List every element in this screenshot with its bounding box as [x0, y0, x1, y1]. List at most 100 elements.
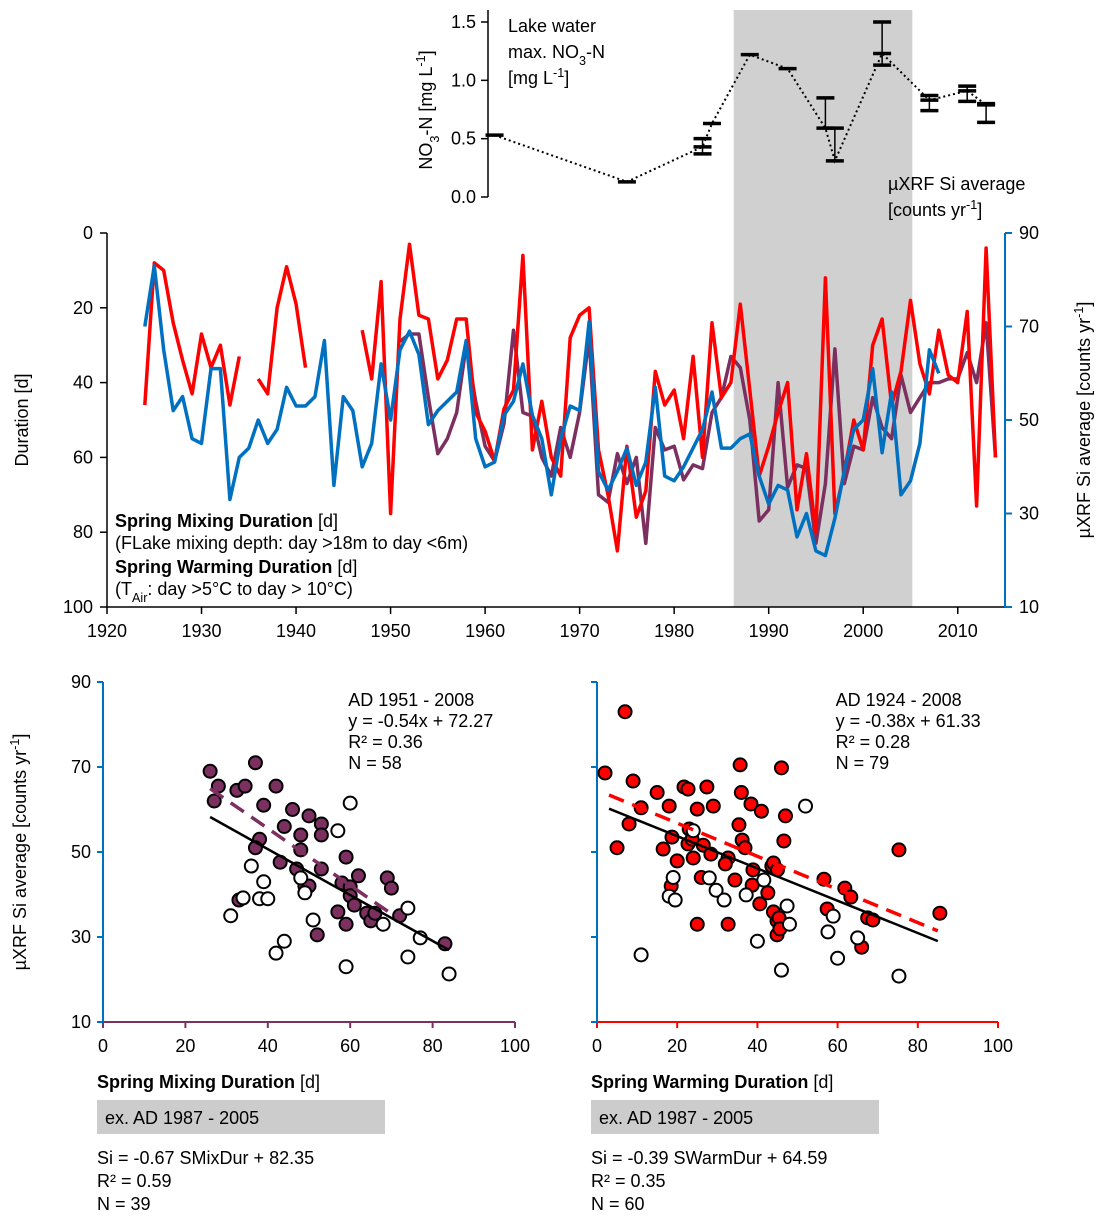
scatter-point	[661, 798, 677, 814]
scatter-point	[338, 849, 354, 865]
scatter-point	[293, 827, 309, 843]
annotation: AD 1951 - 2008	[348, 690, 474, 710]
scatter-point	[689, 916, 705, 932]
annotation-part: -N	[586, 42, 605, 62]
exclusion-stat: R² = 0.59	[97, 1171, 172, 1191]
scatter-point	[268, 945, 284, 961]
scatter-point	[669, 853, 685, 869]
y2-tick-label: 70	[1019, 317, 1039, 337]
scatter-point	[743, 796, 759, 812]
exclusion-box	[591, 1100, 879, 1134]
scatter-point	[375, 916, 391, 932]
legend-note: (FLake mixing depth: day >18m to day <6m…	[115, 533, 468, 553]
y-tick-label: 10	[71, 1012, 91, 1032]
y-axis-title-part: 3	[428, 136, 442, 143]
legend-note-part: (T	[115, 579, 132, 599]
legend-name: Spring Warming Duration	[115, 557, 332, 577]
y-tick-label: 50	[71, 842, 91, 862]
annotation: y = -0.54x + 72.27	[348, 711, 493, 731]
y2-tick-label: 30	[1019, 504, 1039, 524]
x-tick-label: 60	[828, 1036, 848, 1056]
exclusion-label: ex. AD 1987 - 2005	[105, 1108, 259, 1128]
y-tick-label: 1.5	[451, 12, 476, 32]
scatter-point	[649, 785, 665, 800]
series-line	[143, 242, 998, 553]
scatter-point	[760, 885, 776, 901]
x-tick-label: 20	[667, 1036, 687, 1056]
legend-note-part: : day >5°C to day > 10°C)	[147, 579, 353, 599]
y-tick-label: 20	[73, 298, 93, 318]
y2-axis-title-part: -1	[1072, 307, 1086, 318]
scatter-point	[330, 823, 346, 839]
annotation-part: ]	[564, 68, 569, 88]
x-tick-label: 2010	[938, 621, 978, 641]
y-tick-label: 100	[63, 597, 93, 617]
legend-label: Spring Warming Duration [d]	[115, 557, 357, 577]
scatter-point	[891, 968, 907, 984]
y-axis-title-part: ]	[416, 50, 436, 55]
scatter-point	[727, 872, 743, 888]
x-axis-title-part: [d]	[295, 1072, 320, 1092]
exclusion-stat: R² = 0.35	[591, 1171, 666, 1191]
x-tick-label: 100	[983, 1036, 1013, 1056]
x-tick-label: 1980	[654, 621, 694, 641]
scatter-point	[206, 793, 222, 809]
scatter-point	[237, 778, 253, 794]
x-tick-label: 0	[98, 1036, 108, 1056]
legend-name: Spring Mixing Duration	[115, 511, 313, 531]
x-tick-label: 80	[423, 1036, 443, 1056]
scatter-point	[717, 856, 733, 872]
legend-note-part: Air	[132, 591, 147, 605]
scatter-point	[820, 924, 836, 940]
y-tick-label: 80	[73, 522, 93, 542]
annotation-part: [mg L	[508, 68, 553, 88]
y2-title-part: [counts yr	[888, 200, 966, 220]
annotation: Lake water	[508, 16, 596, 36]
scatter-point	[285, 802, 301, 817]
legend-unit: [d]	[313, 511, 338, 531]
y2-tick-label: 90	[1019, 223, 1039, 243]
scatter-point	[779, 898, 795, 914]
annotation-part: Lake water	[508, 16, 596, 36]
scatter-point	[202, 763, 218, 779]
scatter-point	[891, 842, 907, 858]
y-axis-title-part: -1	[414, 55, 428, 66]
scatter-point	[665, 870, 681, 885]
scatter-point	[338, 959, 354, 975]
scatter-point	[689, 801, 705, 817]
scatter-point	[301, 808, 317, 824]
scatter-point	[716, 892, 732, 908]
legend-unit: [d]	[332, 557, 357, 577]
y2-axis-title-part: µXRF Si average [counts yr	[1074, 318, 1094, 538]
scatter-point	[749, 933, 765, 949]
scatter-point	[667, 892, 683, 908]
y-tick-label: 0.5	[451, 129, 476, 149]
y-axis-title: µXRF Si average [counts yr-1]	[8, 734, 30, 971]
x-tick-label: 1940	[276, 621, 316, 641]
scatter-point	[609, 840, 625, 856]
y-tick-label: 30	[71, 927, 91, 947]
exclusion-stat: Si = -0.67 SMixDur + 82.35	[97, 1148, 314, 1168]
scatter-point	[685, 850, 701, 866]
x-axis-title-part: Spring Warming Duration	[591, 1072, 808, 1092]
scatter-point	[680, 781, 696, 797]
scatter-point	[705, 798, 721, 814]
exclusion-label: ex. AD 1987 - 2005	[599, 1108, 753, 1128]
scatter-point	[733, 785, 749, 800]
trend-line	[608, 793, 939, 933]
x-tick-label: 100	[500, 1036, 530, 1056]
exclusion-box	[97, 1100, 385, 1134]
scatter-point	[305, 912, 321, 928]
annotation: y = -0.38x + 61.33	[836, 711, 981, 731]
scatter-point	[441, 966, 457, 982]
scatter-point	[260, 891, 276, 907]
y2-title-part: µXRF Si average	[888, 174, 1025, 194]
scatter-point	[400, 949, 416, 965]
legend-note-part: (FLake mixing depth: day >18m to day <6m…	[115, 533, 468, 553]
scatter-point	[309, 927, 325, 943]
scatter-point	[830, 950, 846, 966]
legend-label: Spring Mixing Duration [d]	[115, 511, 338, 531]
x-tick-label: 80	[908, 1036, 928, 1056]
annotation-part: max. NO	[508, 42, 579, 62]
